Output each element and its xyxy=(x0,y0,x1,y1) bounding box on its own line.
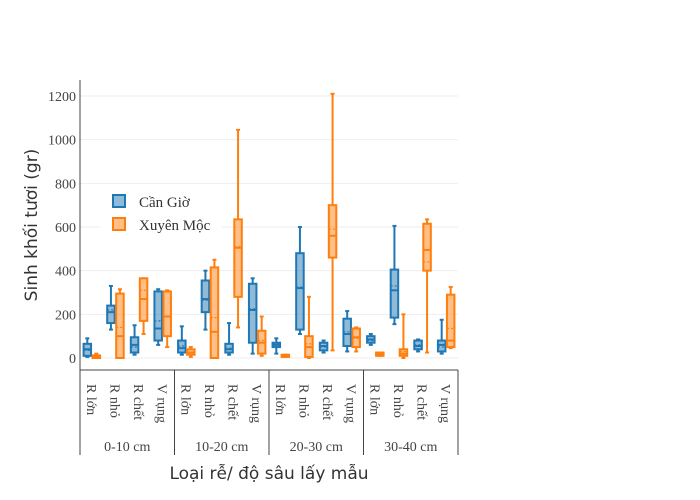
box-xuyen-moc xyxy=(209,258,220,359)
box-xuyen-moc xyxy=(398,313,409,359)
x-tick-label: R nhỏ xyxy=(295,384,310,418)
box-xuyen-moc xyxy=(256,315,267,357)
legend-label: Xuyên Mộc xyxy=(139,218,211,234)
x-tick-label: V rụng xyxy=(343,384,358,423)
x-tick-label: R lớn xyxy=(272,384,287,415)
box-can-gio xyxy=(247,277,258,355)
box-can-gio xyxy=(224,322,234,356)
box-iqr xyxy=(153,290,163,342)
box-can-gio xyxy=(82,337,93,358)
legend: Cần Giờ Xuyên Mộc xyxy=(100,186,222,238)
box-can-gio xyxy=(200,269,211,331)
box-iqr xyxy=(200,279,211,314)
legend-swatch xyxy=(112,194,126,208)
y-tick-label: 0 xyxy=(69,352,76,367)
x-axis-title: Loại rễ/ độ sâu lấy mẫu xyxy=(169,463,368,484)
x-tick-label: R nhỏ xyxy=(201,384,216,418)
y-tick-label: 800 xyxy=(55,177,76,192)
box-iqr xyxy=(327,204,338,259)
x-tick-label: R chết xyxy=(414,384,429,420)
y-tick-label: 1000 xyxy=(48,134,76,149)
x-tick-label: R chết xyxy=(130,384,145,420)
y-tick-label: 600 xyxy=(55,221,76,236)
box-iqr xyxy=(233,218,243,298)
box-can-gio xyxy=(342,310,352,353)
box-iqr xyxy=(389,268,400,319)
plot-area xyxy=(82,92,456,360)
box-can-gio xyxy=(106,284,116,331)
x-group-label: 10-20 cm xyxy=(195,440,248,455)
box-xuyen-moc xyxy=(162,289,172,349)
x-axis: R lớn R nhỏ R chết V rụng R lớn R nhỏ R chết V … xyxy=(79,369,459,455)
box-xuyen-moc xyxy=(186,346,196,358)
x-tick-label: V rụng xyxy=(248,384,263,423)
box-iqr xyxy=(398,348,409,357)
box-can-gio xyxy=(389,224,400,326)
legend-label: Cần Giờ xyxy=(139,195,191,211)
y-tick-label: 400 xyxy=(55,265,76,280)
box-can-gio xyxy=(318,339,329,354)
box-can-gio xyxy=(366,332,376,346)
x-tick-label: V rụng xyxy=(437,384,452,423)
box-xuyen-moc xyxy=(233,128,243,329)
x-group-label: 20-30 cm xyxy=(290,440,343,455)
box-iqr xyxy=(247,282,258,344)
x-tick-label: R lớn xyxy=(366,384,381,415)
box-iqr xyxy=(106,304,116,325)
x-tick-label: R chết xyxy=(319,384,334,420)
box-xuyen-moc xyxy=(138,277,149,335)
box-can-gio xyxy=(153,288,163,346)
box-can-gio xyxy=(271,337,282,355)
y-axis-title: Sinh khối tươi (gr) xyxy=(21,149,42,302)
box-iqr xyxy=(436,339,447,353)
y-tick-label: 1200 xyxy=(48,90,76,105)
box-can-gio xyxy=(436,318,447,355)
box-xuyen-moc xyxy=(375,351,385,357)
box-xuyen-moc xyxy=(304,295,314,359)
y-tick-label: 200 xyxy=(55,308,76,323)
x-group-label: 30-40 cm xyxy=(384,440,437,455)
x-tick-label: R lớn xyxy=(177,384,192,415)
x-tick-label: R nhỏ xyxy=(390,384,405,418)
x-tick-label: R lớn xyxy=(83,384,98,415)
box-xuyen-moc xyxy=(327,92,338,352)
x-tick-label: R nhỏ xyxy=(106,384,121,418)
box-can-gio xyxy=(129,324,140,356)
box-iqr xyxy=(422,222,432,272)
x-group-label: 0-10 cm xyxy=(104,440,150,455)
box-iqr xyxy=(115,292,125,360)
y-axis: 0 200 400 600 800 1000 1200 xyxy=(48,80,81,370)
box-xuyen-moc xyxy=(91,352,102,360)
legend-swatch xyxy=(112,217,126,231)
box-iqr xyxy=(209,266,220,359)
box-iqr xyxy=(445,293,456,349)
box-can-gio xyxy=(413,338,423,353)
x-tick-label: V rụng xyxy=(154,384,169,423)
box-xuyen-moc xyxy=(445,286,456,350)
box-can-gio xyxy=(295,226,305,335)
box-xuyen-moc xyxy=(115,288,125,360)
box-xuyen-moc xyxy=(280,353,291,358)
box-iqr xyxy=(162,290,172,338)
box-can-gio xyxy=(177,325,187,356)
box-xuyen-moc xyxy=(351,326,361,353)
x-tick-label: R chết xyxy=(225,384,240,420)
box-xuyen-moc xyxy=(422,218,432,354)
box-iqr xyxy=(295,252,305,331)
